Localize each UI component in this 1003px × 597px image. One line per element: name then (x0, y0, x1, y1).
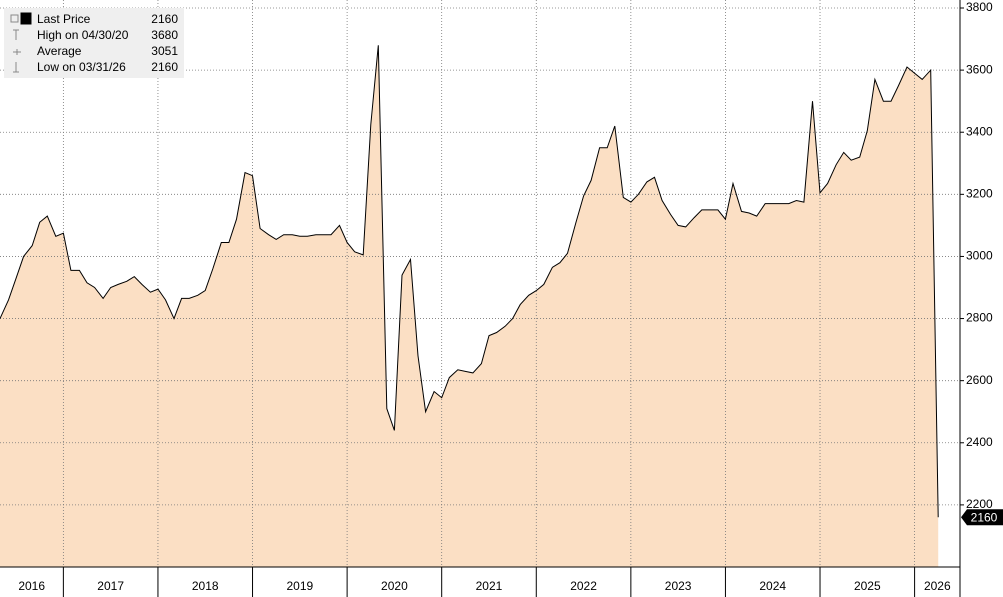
y-tick-label: 3800 (966, 0, 993, 14)
legend-label: Low on 03/31/26 (37, 60, 126, 74)
legend-value: 2160 (151, 12, 178, 26)
y-tick-label: 3000 (966, 249, 993, 263)
legend-icon (20, 12, 32, 25)
legend-value: 3680 (151, 28, 178, 42)
y-tick-label: 3400 (966, 124, 993, 138)
x-tick-label: 2021 (476, 579, 503, 593)
x-tick-label: 2025 (854, 579, 881, 593)
x-tick-label: 2018 (192, 579, 219, 593)
legend-icon (13, 62, 19, 73)
legend-icon (13, 29, 19, 40)
legend-value: 3051 (151, 44, 178, 58)
y-tick-label: 2800 (966, 311, 993, 325)
y-tick-label: 2200 (966, 497, 993, 511)
x-tick-label: 2016 (18, 579, 45, 593)
x-tick-label: 2017 (97, 579, 124, 593)
x-tick-label: 2020 (381, 579, 408, 593)
legend-label: High on 04/30/20 (37, 28, 129, 42)
line (0, 45, 939, 518)
x-tick-label: 2022 (570, 579, 597, 593)
x-tick-label: 2026 (924, 579, 951, 593)
legend-box (4, 8, 184, 78)
y-tick-label: 3600 (966, 62, 993, 76)
legend-label: Average (37, 44, 82, 58)
x-tick-label: 2019 (286, 579, 313, 593)
y-tick-label: 2600 (966, 373, 993, 387)
x-tick-label: 2024 (759, 579, 786, 593)
last-price-label: 2160 (971, 510, 998, 524)
last-price-tag (961, 509, 1003, 526)
area (0, 45, 939, 568)
y-tick-label: 2400 (966, 435, 993, 449)
legend-icon (13, 49, 21, 55)
y-tick-label: 3200 (966, 187, 993, 201)
legend-value: 2160 (151, 60, 178, 74)
legend-label: Last Price (37, 12, 91, 26)
x-tick-label: 2023 (665, 579, 692, 593)
legend-expander (10, 14, 19, 23)
